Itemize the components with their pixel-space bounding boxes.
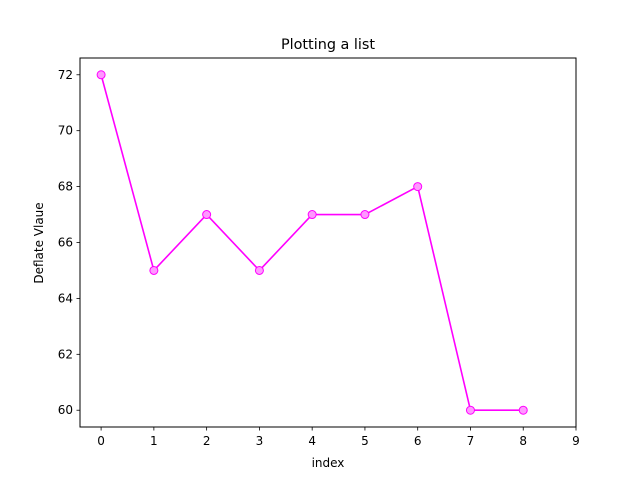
- data-point: [360, 210, 370, 220]
- x-tick-label: 1: [150, 434, 158, 448]
- data-point: [518, 405, 528, 415]
- data-point: [254, 265, 264, 275]
- y-tick-label: 72: [58, 68, 73, 82]
- x-tick-label: 7: [467, 434, 475, 448]
- x-tick-label: 8: [519, 434, 527, 448]
- x-tick-label: 3: [256, 434, 264, 448]
- data-point: [149, 265, 159, 275]
- series-line: [100, 74, 524, 412]
- data-point: [96, 70, 106, 80]
- y-tick-label: 64: [58, 291, 73, 305]
- x-tick-label: 0: [97, 434, 105, 448]
- x-tick-label: 6: [414, 434, 422, 448]
- series-layer: [96, 70, 528, 415]
- y-tick-label: 70: [58, 124, 73, 138]
- x-tick-label: 2: [203, 434, 211, 448]
- plot-frame: [79, 57, 577, 428]
- x-tick-label: 4: [308, 434, 316, 448]
- chart-title: Plotting a list: [281, 37, 375, 53]
- y-tick-label: 66: [58, 236, 73, 250]
- y-tick-label: 60: [58, 403, 73, 417]
- data-point: [465, 405, 475, 415]
- x-tick-label: 9: [572, 434, 580, 448]
- y-tick-label: 68: [58, 180, 73, 194]
- data-point: [202, 210, 212, 220]
- x-axis-label: index: [312, 456, 345, 470]
- y-axis-label: Deflate Vlaue: [32, 202, 46, 283]
- data-point: [307, 210, 317, 220]
- ticks: 0 1 2 3 4 5 6 7 8 9 60 62 64 66 68 70 72: [58, 68, 580, 448]
- y-tick-label: 62: [58, 347, 73, 361]
- x-tick-label: 5: [361, 434, 369, 448]
- data-point: [413, 182, 423, 192]
